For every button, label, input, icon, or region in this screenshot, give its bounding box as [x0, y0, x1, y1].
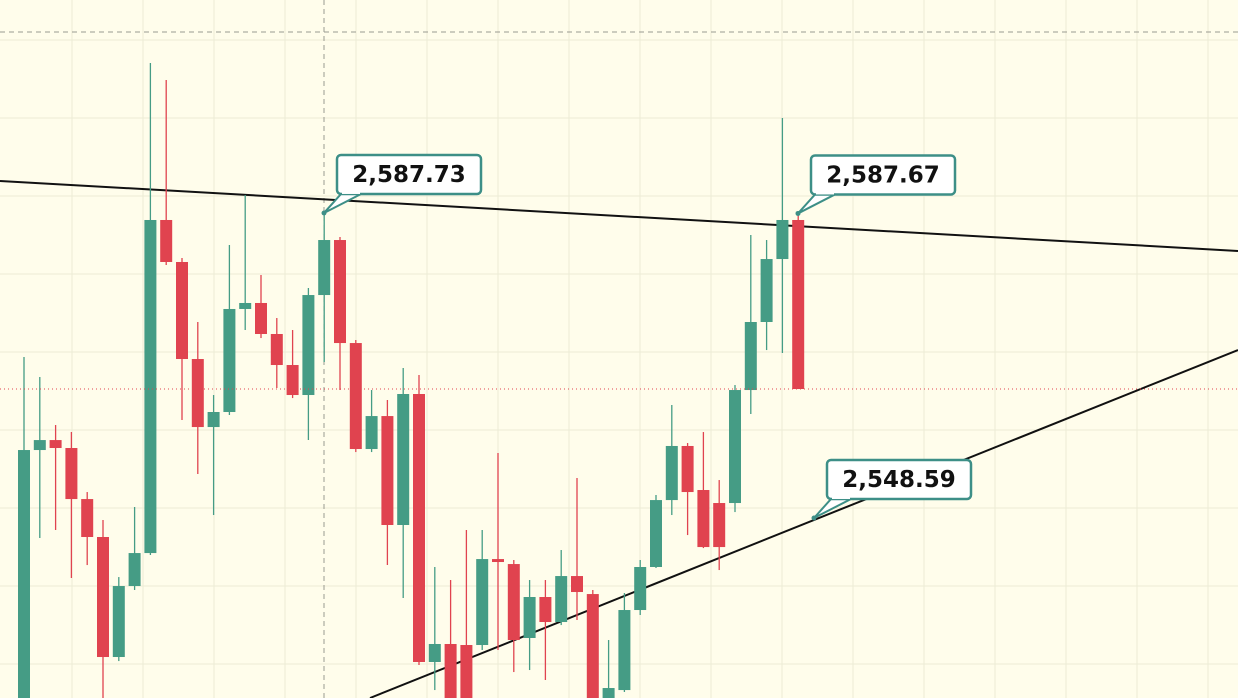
candle-body — [112, 586, 125, 658]
annotation-tail-cover — [816, 191, 834, 195]
candle-body — [476, 559, 489, 646]
candle-body — [713, 503, 726, 548]
candle-body — [381, 416, 394, 526]
annotation-label: 2,548.59 — [842, 467, 956, 493]
candle-body — [207, 412, 220, 428]
candle-body — [97, 537, 109, 658]
candle-body — [349, 343, 362, 450]
candle-body — [744, 321, 757, 391]
candle-body — [65, 448, 78, 500]
trendline — [0, 180, 1238, 252]
candle-body — [302, 295, 315, 396]
candle-body — [270, 333, 283, 366]
annotation-label: 2,587.73 — [352, 162, 466, 188]
candle-body — [571, 576, 583, 593]
candle-body — [444, 643, 457, 698]
candle-body — [492, 559, 504, 563]
candle-body — [144, 219, 157, 554]
candle-body — [792, 219, 805, 390]
candle-body — [318, 240, 331, 296]
candle-body — [413, 394, 425, 662]
candle-body — [239, 302, 252, 309]
candle-body — [729, 390, 741, 504]
annotation-point — [321, 210, 327, 216]
candle-body — [81, 499, 94, 538]
candle-body — [191, 359, 204, 428]
candle-body — [681, 445, 694, 493]
annotation-tail-cover — [832, 495, 850, 499]
candle-body — [665, 445, 678, 501]
candle-body — [539, 597, 552, 623]
annotation-box — [335, 153, 483, 196]
candle-body — [460, 645, 473, 698]
candle-body — [634, 567, 647, 611]
candle-body — [223, 308, 236, 413]
candle-body — [18, 450, 30, 698]
candle-body — [650, 500, 662, 568]
candle-body — [428, 643, 441, 662]
candle-body — [507, 564, 520, 641]
candle-body — [586, 594, 599, 698]
candle-body — [176, 261, 188, 360]
candle-body — [760, 259, 773, 322]
candle-body — [523, 597, 536, 638]
candle-body — [697, 490, 710, 548]
annotation-point — [795, 210, 801, 216]
candle-body — [602, 688, 615, 698]
candle-body — [33, 440, 46, 451]
candle-body — [555, 576, 568, 623]
annotation-box — [825, 458, 973, 501]
annotation-tail-cover — [342, 190, 360, 194]
annotation-label: 2,587.67 — [826, 162, 940, 188]
annotation-box — [809, 154, 957, 196]
candle-body — [160, 219, 173, 262]
candle-body — [255, 302, 267, 334]
candle-body — [286, 365, 299, 396]
candle-body — [397, 394, 410, 526]
candle-body — [49, 440, 62, 449]
annotation-point — [811, 515, 817, 521]
candle-body — [776, 219, 789, 260]
candle-body — [334, 240, 346, 344]
candle-body — [365, 416, 378, 450]
candle-body — [128, 553, 141, 587]
candle-body — [618, 610, 631, 691]
